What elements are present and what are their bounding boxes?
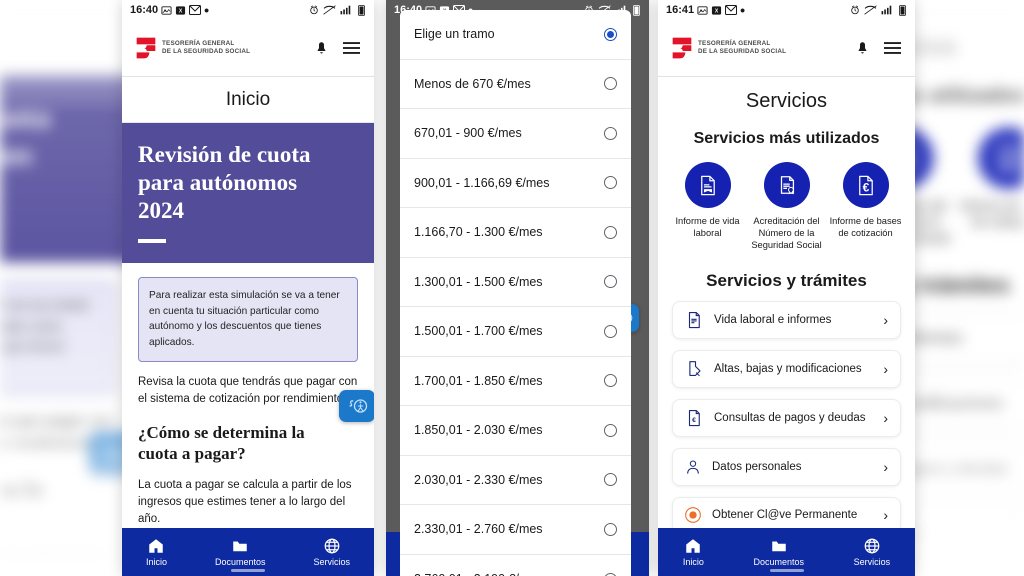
svg-text:€: €	[692, 417, 696, 424]
svg-text:€: €	[863, 180, 870, 194]
